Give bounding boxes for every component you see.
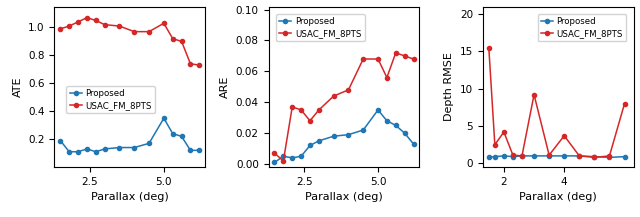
Proposed [195,149,203,152]
USAC_FM_8PTS [392,51,399,54]
USAC_FM_8PTS [56,28,64,30]
Proposed [187,149,195,152]
Proposed [621,155,628,158]
USAC_FM_8PTS [160,22,168,25]
Proposed [297,155,305,158]
Proposed [65,150,73,153]
X-axis label: Parallax (deg): Parallax (deg) [519,192,597,202]
Proposed [575,155,583,157]
Proposed [330,135,337,138]
Proposed [530,155,538,157]
USAC_FM_8PTS [344,89,352,91]
Proposed [392,124,399,127]
Proposed [315,140,323,142]
Legend: Proposed, USAC_FM_8PTS: Proposed, USAC_FM_8PTS [276,14,365,41]
Line: USAC_FM_8PTS: USAC_FM_8PTS [273,51,415,163]
X-axis label: Parallax (deg): Parallax (deg) [305,192,383,202]
USAC_FM_8PTS [101,23,109,26]
Proposed [500,155,508,157]
USAC_FM_8PTS [169,37,177,40]
USAC_FM_8PTS [315,109,323,111]
USAC_FM_8PTS [591,156,598,159]
Proposed [74,150,82,153]
USAC_FM_8PTS [131,30,138,33]
Proposed [101,148,109,150]
Proposed [591,155,598,158]
USAC_FM_8PTS [271,152,278,155]
Proposed [83,148,91,150]
USAC_FM_8PTS [289,106,296,108]
USAC_FM_8PTS [280,160,287,162]
USAC_FM_8PTS [575,155,583,157]
Line: Proposed: Proposed [273,108,415,164]
USAC_FM_8PTS [83,16,91,19]
Proposed [518,155,526,157]
Proposed [401,132,408,134]
USAC_FM_8PTS [330,95,337,97]
USAC_FM_8PTS [178,40,186,43]
Line: Proposed: Proposed [486,154,627,159]
USAC_FM_8PTS [74,21,82,23]
USAC_FM_8PTS [509,154,516,156]
Legend: Proposed, USAC_FM_8PTS: Proposed, USAC_FM_8PTS [67,86,155,113]
USAC_FM_8PTS [518,155,526,157]
Proposed [485,156,493,159]
USAC_FM_8PTS [195,64,203,66]
Proposed [280,155,287,158]
USAC_FM_8PTS [605,155,613,157]
X-axis label: Parallax (deg): Parallax (deg) [91,192,169,202]
Proposed [605,156,613,159]
Proposed [306,144,314,147]
USAC_FM_8PTS [145,30,153,33]
Line: Proposed: Proposed [58,116,202,154]
Proposed [561,155,568,157]
Proposed [56,139,64,142]
Proposed [374,109,382,111]
USAC_FM_8PTS [187,62,195,65]
Proposed [131,146,138,149]
Proposed [169,132,177,135]
USAC_FM_8PTS [621,102,628,105]
USAC_FM_8PTS [491,143,499,146]
Y-axis label: ARE: ARE [220,76,230,98]
Proposed [545,155,553,157]
Proposed [178,135,186,138]
USAC_FM_8PTS [306,120,314,122]
USAC_FM_8PTS [92,19,100,22]
USAC_FM_8PTS [410,58,417,60]
USAC_FM_8PTS [116,25,124,27]
Proposed [509,155,516,158]
Proposed [491,155,499,158]
Line: USAC_FM_8PTS: USAC_FM_8PTS [58,16,202,67]
Proposed [383,120,391,122]
Proposed [145,142,153,145]
Y-axis label: Depth RMSE: Depth RMSE [444,52,454,121]
USAC_FM_8PTS [383,76,391,79]
Proposed [410,143,417,145]
USAC_FM_8PTS [530,93,538,96]
Proposed [160,117,168,120]
Proposed [360,129,367,131]
USAC_FM_8PTS [561,134,568,137]
USAC_FM_8PTS [545,154,553,156]
Proposed [271,161,278,164]
Y-axis label: ATE: ATE [13,77,22,97]
USAC_FM_8PTS [360,58,367,60]
Proposed [344,133,352,136]
Legend: Proposed, USAC_FM_8PTS: Proposed, USAC_FM_8PTS [538,14,627,41]
USAC_FM_8PTS [485,46,493,49]
Proposed [116,146,124,149]
USAC_FM_8PTS [401,55,408,57]
Proposed [289,156,296,159]
USAC_FM_8PTS [65,25,73,27]
Proposed [92,150,100,153]
Line: USAC_FM_8PTS: USAC_FM_8PTS [486,46,627,159]
USAC_FM_8PTS [500,131,508,133]
USAC_FM_8PTS [297,109,305,111]
USAC_FM_8PTS [374,58,382,60]
